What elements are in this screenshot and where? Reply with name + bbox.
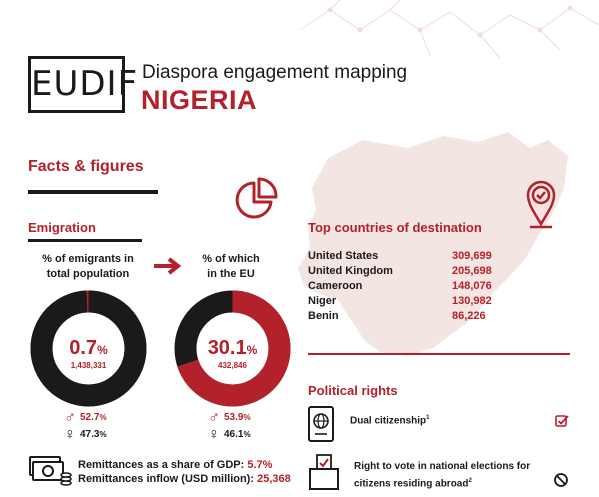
female-icon: ♀ xyxy=(64,426,76,443)
country-name: NIGERIA xyxy=(141,85,258,115)
emigrants-percent: 0.7% xyxy=(69,337,108,359)
eu-share-donut xyxy=(174,290,291,407)
location-pin-icon xyxy=(526,180,556,229)
female-icon: ♀ xyxy=(208,426,220,443)
logo-text: EUDIF xyxy=(31,64,139,104)
eu-share-heading: % of which in the EU xyxy=(202,253,260,280)
eu-male-share: ♂ 53.9% xyxy=(208,409,251,426)
destinations-heading: Top countries of destination xyxy=(308,220,482,235)
eu-share-donut-segment xyxy=(174,290,291,407)
section-divider xyxy=(308,353,570,355)
emigrants-donut-segment xyxy=(30,290,147,407)
destination-value: 130,982 xyxy=(452,295,492,307)
emigrants-count: 1,438,331 xyxy=(70,361,107,370)
facts-underline xyxy=(28,190,158,194)
eu-share-count: 432,846 xyxy=(218,361,247,370)
eu-female-share: ♀ 46.1% xyxy=(208,426,251,443)
money-icon xyxy=(29,456,72,486)
nigeria-map-silhouette xyxy=(298,132,568,356)
eudif-logo: EUDIF xyxy=(28,56,139,113)
check-box-icon xyxy=(555,415,569,427)
destination-value: 309,699 xyxy=(452,250,492,262)
emigrants-donut xyxy=(30,290,147,407)
facts-heading: Facts & figures xyxy=(28,158,144,175)
destination-country: United States xyxy=(308,250,379,262)
emigrants-male-share: ♂ 52.7% xyxy=(64,409,107,426)
eu-share-percent: 30.1% xyxy=(207,337,258,359)
emigrants-share-heading: % of emigrants in total population xyxy=(42,253,134,280)
destination-value: 86,226 xyxy=(452,310,486,322)
emigration-heading: Emigration xyxy=(28,220,96,235)
remittances-inflow: Remittances inflow (USD million): 25,368 xyxy=(78,473,291,485)
remittances-gdp: Remittances as a share of GDP: 5.7% xyxy=(78,459,273,471)
emigrants-female-share: ♀ 47.3% xyxy=(64,426,107,443)
male-icon: ♂ xyxy=(64,409,76,426)
not-allowed-icon xyxy=(554,473,568,487)
destination-country: Benin xyxy=(308,310,339,322)
arrow-right-icon xyxy=(154,257,182,275)
vote-abroad-label: Right to vote in national elections for … xyxy=(354,461,531,490)
passport-icon xyxy=(308,406,334,442)
dual-citizenship-label: Dual citizenship1 xyxy=(350,415,430,427)
destination-country: Niger xyxy=(308,295,337,307)
destination-value: 148,076 xyxy=(452,280,492,292)
network-decoration xyxy=(299,0,599,59)
destination-country: United Kingdom xyxy=(308,265,393,277)
pie-chart-icon xyxy=(235,177,278,219)
emigration-underline xyxy=(28,239,142,242)
destination-value: 205,698 xyxy=(452,265,492,277)
destination-country: Cameroon xyxy=(308,280,363,292)
page-title: Diaspora engagement mapping xyxy=(142,62,408,83)
political-rights-heading: Political rights xyxy=(308,383,398,398)
male-icon: ♂ xyxy=(208,409,220,426)
ballot-box-icon xyxy=(309,454,339,490)
